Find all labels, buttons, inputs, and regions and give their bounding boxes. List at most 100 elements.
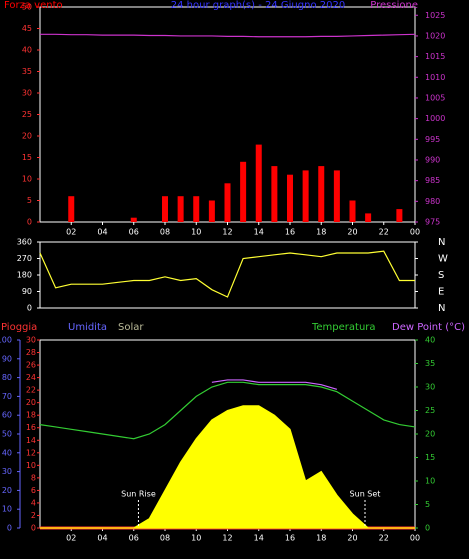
bar [365, 213, 372, 222]
legend-label: Temperatura [311, 322, 376, 333]
y-tick-label: 360 [17, 238, 32, 247]
y-tick-label: 45 [22, 24, 32, 33]
y-tick-label: 50 [2, 430, 12, 439]
axis-label: Umidita [68, 322, 107, 333]
x-tick-label: 22 [379, 228, 389, 237]
x-tick-label: 08 [160, 228, 170, 237]
rain-tick-label: 12 [26, 448, 36, 457]
y2-tick-label: N [438, 237, 445, 248]
y2-tick-label: 1015 [425, 52, 445, 61]
x-tick-label: 16 [285, 228, 295, 237]
y-tick-label: 60 [2, 411, 12, 420]
y-tick-label: 90 [2, 354, 12, 363]
rain-tick-label: 26 [26, 361, 36, 370]
panel-frame [39, 241, 416, 309]
rain-tick-label: 2 [31, 511, 36, 520]
bar [240, 161, 247, 222]
y-tick-label: 5 [27, 196, 32, 205]
y2-tick-label: 15 [425, 453, 435, 462]
bar [255, 144, 262, 222]
x-tick-label: 18 [316, 228, 326, 237]
y-tick-label: 25 [22, 110, 32, 119]
legend-label: Pressione [370, 0, 418, 11]
y-tick-label: 50 [22, 3, 32, 12]
rain-tick-label: 20 [26, 398, 36, 407]
x-tick-label: 14 [254, 228, 264, 237]
y2-tick-label: 985 [425, 176, 440, 185]
y2-tick-label: 5 [425, 500, 430, 509]
bar [349, 200, 356, 222]
bar [177, 196, 184, 222]
bar [287, 174, 293, 222]
x-tick-label: 02 [66, 534, 76, 543]
y-tick-label: 20 [2, 486, 12, 495]
y-tick-label: 30 [22, 89, 32, 98]
rain-tick-label: 30 [26, 336, 36, 345]
rain-tick-label: 4 [31, 498, 36, 507]
x-tick-label: 00 [410, 534, 420, 543]
y2-tick-label: N [438, 303, 445, 314]
legend-label: Solar [118, 322, 144, 333]
y-tick-label: 10 [2, 505, 12, 514]
x-tick-label: 12 [222, 228, 232, 237]
x-tick-label: 22 [379, 534, 389, 543]
y-tick-label: 180 [17, 271, 32, 280]
bar [396, 209, 403, 222]
y2-tick-label: 1000 [425, 114, 445, 123]
bar [333, 170, 340, 222]
x-tick-label: 00 [410, 228, 420, 237]
x-tick-label: 16 [285, 534, 295, 543]
bar [162, 196, 168, 222]
y-tick-label: 40 [22, 46, 32, 55]
y-tick-label: 10 [22, 175, 32, 184]
y-tick-label: 30 [2, 467, 12, 476]
y-tick-label: 90 [22, 287, 32, 296]
bar [208, 200, 215, 222]
y2-tick-label: 1005 [425, 93, 445, 102]
rain-tick-label: 6 [31, 486, 36, 495]
annotation: Sun Rise [121, 490, 156, 499]
rain-tick-label: 16 [26, 423, 36, 432]
x-tick-label: 14 [254, 534, 264, 543]
y2-tick-label: S [438, 270, 444, 281]
y-tick-label: 270 [17, 254, 32, 263]
y-tick-label: 100 [0, 336, 12, 345]
rain-tick-label: 0 [31, 524, 36, 533]
line [39, 381, 416, 440]
bar [193, 196, 200, 222]
annotation: Sun Set [350, 490, 381, 499]
x-tick-label: 02 [66, 228, 76, 237]
bar [224, 183, 231, 222]
y-tick-label: 35 [22, 67, 32, 76]
y2-tick-label: W [438, 254, 448, 265]
line [211, 379, 338, 390]
bar [271, 166, 278, 222]
rain-tick-label: 22 [26, 386, 36, 395]
legend-label: Forza vento [4, 0, 63, 11]
y2-tick-label: 30 [425, 383, 435, 392]
y-tick-label: 70 [2, 392, 12, 401]
y2-tick-label: 10 [425, 477, 435, 486]
area [40, 405, 415, 529]
x-tick-label: 20 [347, 534, 357, 543]
line [40, 33, 416, 38]
legend-label: Pioggia [1, 322, 37, 333]
y2-tick-label: 35 [425, 359, 435, 368]
x-tick-label: 10 [191, 534, 201, 543]
bar [130, 217, 137, 222]
x-tick-label: 04 [97, 228, 107, 237]
bar [68, 196, 75, 222]
y2-tick-label: E [438, 287, 444, 298]
line [39, 250, 415, 298]
y-tick-label: 15 [22, 153, 32, 162]
legend-label: Dew Point (°C) [392, 322, 465, 333]
y-tick-label: 20 [22, 132, 32, 141]
y-tick-label: 0 [27, 218, 32, 227]
y2-tick-label: 1010 [425, 73, 445, 82]
y2-tick-label: 40 [425, 336, 435, 345]
y-tick-label: 0 [27, 304, 32, 313]
x-tick-label: 08 [160, 534, 170, 543]
bar [318, 166, 325, 222]
